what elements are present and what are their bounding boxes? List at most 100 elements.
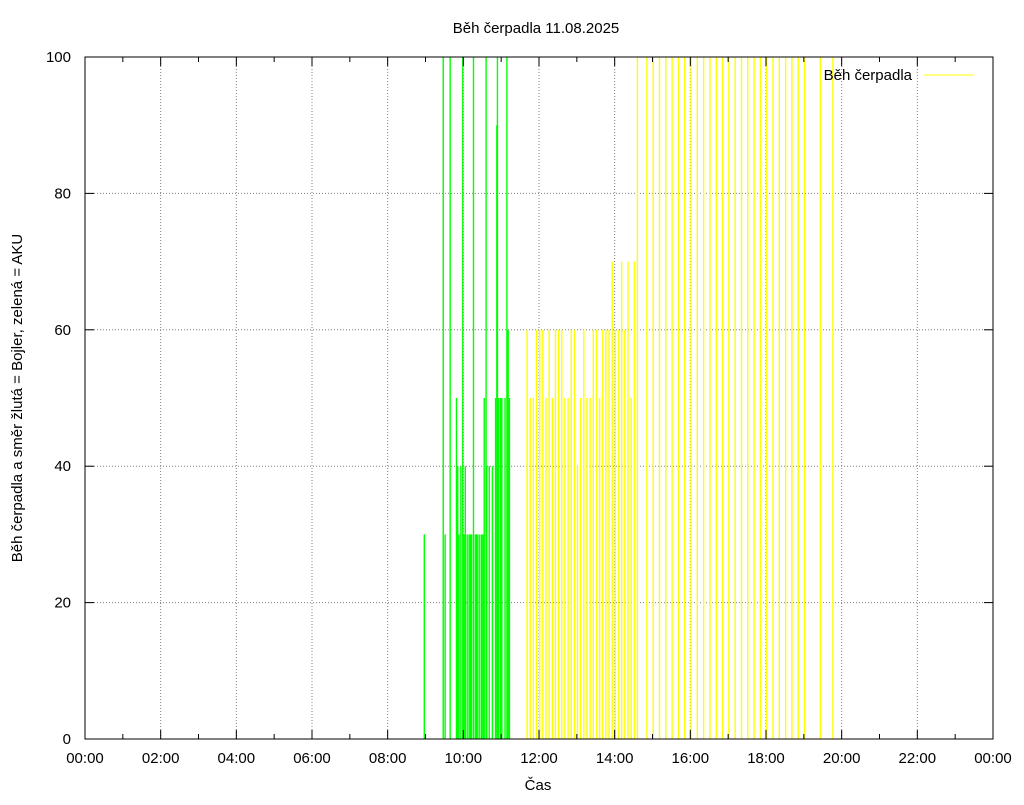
bar-bojler xyxy=(567,398,569,739)
bar-bojler xyxy=(747,57,749,739)
y-tick-label: 60 xyxy=(54,322,71,339)
bar-bojler xyxy=(759,57,762,739)
bar-bojler xyxy=(529,398,531,739)
bar-bojler xyxy=(652,57,654,739)
bar-aku xyxy=(486,466,488,739)
bar-bojler xyxy=(608,329,610,739)
bar-aku xyxy=(442,57,444,739)
x-tick-label: 00:00 xyxy=(66,750,104,767)
bar-bojler xyxy=(583,329,585,739)
bar-bojler xyxy=(576,466,579,739)
x-tick-label: 08:00 xyxy=(369,750,407,767)
bar-bojler xyxy=(709,57,711,739)
x-tick-label: 02:00 xyxy=(142,750,180,767)
y-tick-label: 20 xyxy=(54,595,71,612)
bar-aku xyxy=(507,329,509,739)
bar-bojler xyxy=(627,261,629,739)
bar-aku xyxy=(491,466,494,739)
bar-bojler xyxy=(778,57,780,739)
bar-bojler xyxy=(564,398,566,739)
bar-aku xyxy=(455,398,458,739)
bars-layer xyxy=(423,57,834,739)
bar-bojler xyxy=(690,57,692,739)
bar-aku xyxy=(483,398,485,739)
x-tick-label: 14:00 xyxy=(596,750,634,767)
bar-bojler xyxy=(592,329,594,739)
bar-aku xyxy=(482,534,484,739)
x-axis-label: Čas xyxy=(525,777,552,794)
bar-bojler xyxy=(570,329,572,739)
bar-aku xyxy=(506,57,508,739)
bar-bojler xyxy=(620,261,623,739)
bar-bojler xyxy=(579,398,582,739)
bar-bojler xyxy=(605,329,607,739)
x-tick-label: 10:00 xyxy=(445,750,483,767)
bar-bojler xyxy=(548,329,550,739)
bar-bojler xyxy=(614,329,617,739)
bar-aku xyxy=(468,534,470,739)
bar-bojler xyxy=(535,329,538,739)
x-tick-label: 16:00 xyxy=(672,750,710,767)
bar-bojler xyxy=(702,57,705,739)
bar-aku xyxy=(477,534,479,739)
bar-bojler xyxy=(696,57,699,739)
y-tick-label: 40 xyxy=(54,458,71,475)
tick-labels: 00:00 02:00 04:00 06:00 08:00 10:00 12:00 14:00… xyxy=(46,49,1012,767)
bar-bojler xyxy=(734,57,736,739)
y-tick-label: 100 xyxy=(46,49,71,66)
legend-label: Běh čerpadla xyxy=(824,67,913,84)
bar-aku xyxy=(475,534,478,739)
x-tick-label: 06:00 xyxy=(293,750,331,767)
bar-aku xyxy=(458,534,460,739)
bar-aku xyxy=(444,534,446,739)
bar-aku xyxy=(479,534,481,739)
bar-aku xyxy=(463,534,465,739)
bar-aku xyxy=(466,534,468,739)
bar-bojler xyxy=(526,329,528,739)
bar-aku xyxy=(480,534,483,739)
bar-bojler xyxy=(598,398,601,739)
bar-bojler xyxy=(791,57,793,739)
bar-bojler xyxy=(658,57,661,739)
bar-aku xyxy=(498,398,500,739)
bar-aku xyxy=(494,398,497,739)
bar-bojler xyxy=(665,57,667,739)
bar-bojler xyxy=(539,329,541,739)
bar-bojler xyxy=(684,57,686,739)
y-tick-label: 0 xyxy=(63,731,71,748)
bar-bojler xyxy=(561,329,563,739)
bar-bojler xyxy=(545,398,547,739)
bar-bojler xyxy=(819,57,821,739)
bar-bojler xyxy=(784,57,787,739)
bar-bojler xyxy=(832,57,834,739)
bar-aku xyxy=(462,57,464,739)
y-tick-label: 80 xyxy=(54,185,71,202)
x-tick-label: 04:00 xyxy=(218,750,256,767)
bar-bojler xyxy=(671,57,673,739)
bar-aku xyxy=(449,57,451,739)
bar-bojler xyxy=(557,329,560,739)
chart-title: Běh čerpadla 11.08.2025 xyxy=(453,20,620,37)
bar-aku xyxy=(469,534,472,739)
bar-bojler xyxy=(532,398,535,739)
bar-bojler xyxy=(721,57,724,739)
bar-bojler xyxy=(753,57,755,739)
bar-bojler xyxy=(740,57,743,739)
bar-aku xyxy=(508,398,511,739)
bar-aku xyxy=(472,57,475,739)
bar-bojler xyxy=(715,57,717,739)
bar-bojler xyxy=(803,57,806,739)
bar-bojler xyxy=(554,329,557,739)
bar-bojler xyxy=(551,398,553,739)
bar-bojler xyxy=(611,261,613,739)
bar-bojler xyxy=(542,329,544,739)
bar-bojler xyxy=(728,57,730,739)
bar-bojler xyxy=(624,329,626,739)
bar-bojler xyxy=(677,57,680,739)
bar-bojler xyxy=(586,398,588,739)
bar-aku xyxy=(501,398,503,739)
bar-aku xyxy=(464,466,466,739)
bar-aku xyxy=(496,57,499,739)
